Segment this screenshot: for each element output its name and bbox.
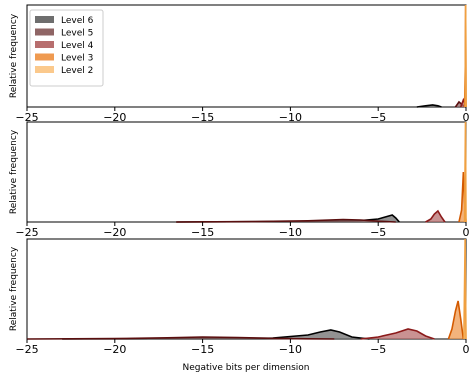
x-tick-label: −15 [191, 343, 214, 356]
subplot-3: Relative frequency −25 −20 −15 −10 −5 0 [9, 238, 470, 356]
x-tick-label: −15 [191, 111, 214, 124]
x-tick-label: −10 [279, 226, 302, 239]
x-tick-label: −20 [103, 111, 126, 124]
series-line-level-4 [360, 328, 435, 340]
series-line-level-5 [176, 218, 396, 223]
x-tick-label: −25 [15, 343, 38, 356]
x-tick-label: −20 [103, 343, 126, 356]
y-axis-label: Relative frequency [9, 13, 19, 98]
legend-label-level-4: Level 4 [61, 41, 94, 51]
subplot-1: Relative frequency −25 −20 −15 −10 −5 0 [9, 4, 470, 124]
legend-swatch-level-2 [35, 66, 54, 73]
series-line-level-5 [26, 336, 335, 340]
y-axis-label: Relative frequency [9, 129, 19, 214]
legend-swatch-level-3 [35, 53, 54, 61]
subplot-2: Relative frequency −25 −20 −15 −10 −5 0 [9, 121, 470, 239]
legend-swatch-level-6 [35, 16, 54, 23]
legend-label-level-5: Level 5 [61, 29, 93, 39]
series-line-level-6 [416, 104, 442, 108]
axes-frame [26, 121, 467, 223]
x-tick-label: −25 [15, 226, 38, 239]
series-line-level-2 [463, 238, 467, 340]
x-tick-label: −5 [370, 343, 386, 356]
axes-frame [26, 238, 467, 340]
series-line-level-4 [425, 209, 446, 223]
x-tick-label: −10 [279, 111, 302, 124]
legend-label-level-6: Level 6 [61, 16, 94, 26]
series-line-level-2 [463, 121, 467, 223]
series-line-level-3 [447, 300, 465, 340]
x-tick-label: −5 [370, 111, 386, 124]
x-tick-label: −25 [15, 111, 38, 124]
y-axis-label: Relative frequency [9, 246, 19, 331]
x-tick-label: −10 [279, 343, 302, 356]
x-tick-label: 0 [463, 343, 470, 356]
x-tick-label: −20 [103, 226, 126, 239]
x-tick-label: −15 [191, 226, 214, 239]
x-tick-label: 0 [463, 226, 470, 239]
x-axis-label: Negative bits per dimension [183, 363, 310, 372]
x-tick-label: −5 [370, 226, 386, 239]
legend-swatch-level-4 [35, 41, 54, 48]
legend-swatch-level-5 [35, 28, 54, 36]
legend: Level 6 Level 5 Level 4 Level 3 Level 2 [29, 9, 104, 87]
series-area-level-4 [425, 211, 445, 222]
legend-label-level-2: Level 2 [61, 66, 93, 76]
legend-label-level-3: Level 3 [61, 54, 93, 64]
panels-group: Relative frequency−25 −20 −15 −10 −5 0Relativ… [9, 4, 470, 356]
x-tick-label: 0 [463, 111, 470, 124]
series-line-level-2 [464, 4, 467, 108]
